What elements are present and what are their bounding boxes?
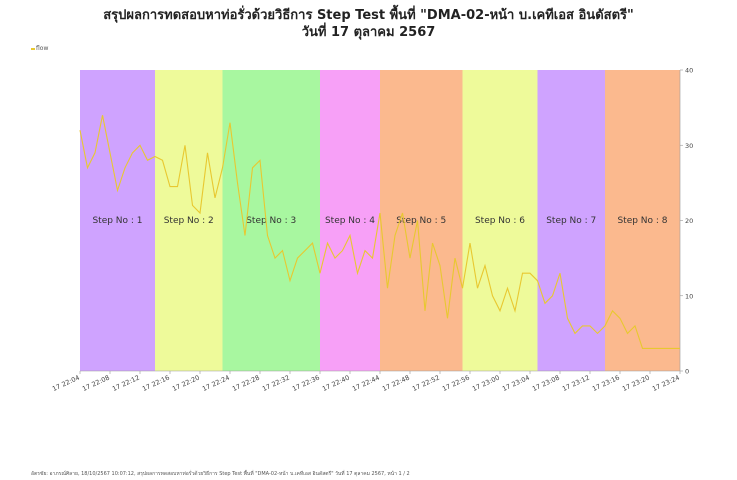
- y-tick-label: 30: [685, 142, 693, 150]
- x-tick-label: 17 22:40: [321, 374, 351, 394]
- footer-text: อัตรชัย: อาภรณ์ศิลาย, 18/10/2567 10:07:1…: [31, 471, 410, 477]
- step-band-1: [80, 70, 155, 371]
- x-tick-label: 17 22:36: [291, 374, 321, 394]
- x-tick-label: 17 22:24: [201, 374, 231, 394]
- step-label-8: Step No : 8: [617, 216, 667, 226]
- x-tick-label: 17 23:00: [471, 374, 501, 394]
- x-tick-label: 17 23:12: [561, 374, 591, 394]
- x-tick-label: 17 23:20: [621, 374, 651, 394]
- y-tick-label: 20: [685, 217, 693, 225]
- x-tick-label: 17 22:16: [141, 374, 171, 394]
- step-band-6: [462, 70, 538, 371]
- step-band-8: [605, 70, 680, 371]
- x-tick-label: 17 22:08: [81, 374, 111, 394]
- y-axis-ticks: 0 10 20 30 40: [680, 67, 693, 376]
- y-tick-label: 10: [685, 292, 693, 300]
- series-flow: [79, 115, 680, 349]
- step-band-3: [222, 70, 320, 371]
- x-tick-label: 17 22:28: [231, 374, 261, 394]
- legend: flow: [31, 45, 48, 52]
- step-label-7: Step No : 7: [546, 216, 596, 226]
- flow-line: [79, 115, 680, 349]
- step-labels: Step No : 1 Step No : 2 Step No : 3 Step No…: [92, 216, 667, 226]
- chart-subtitle: วันที่ 17 ตุลาคม 2567: [301, 25, 436, 40]
- x-axis-ticks: 17 22:04 17 22:08 17 22:12 17 22:16 17 22:20…: [51, 371, 681, 393]
- step-label-1: Step No : 1: [92, 216, 142, 226]
- step-label-5: Step No : 5: [396, 216, 446, 226]
- y-tick-label: 0: [685, 368, 689, 376]
- step-bands: [80, 70, 680, 371]
- step-label-4: Step No : 4: [325, 216, 375, 226]
- step-band-7: [537, 70, 605, 371]
- step-label-6: Step No : 6: [475, 216, 525, 226]
- x-tick-label: 17 23:24: [651, 374, 681, 394]
- x-tick-label: 17 22:04: [51, 374, 81, 394]
- x-tick-label: 17 22:12: [111, 374, 141, 394]
- x-tick-label: 17 22:32: [261, 374, 291, 394]
- legend-label-flow: flow: [36, 45, 49, 52]
- x-tick-label: 17 22:20: [171, 374, 201, 394]
- x-tick-label: 17 22:56: [441, 374, 471, 394]
- step-label-2: Step No : 2: [164, 216, 214, 226]
- legend-swatch: [31, 47, 35, 50]
- x-tick-label: 17 23:16: [591, 374, 621, 394]
- y-tick-label: 40: [685, 67, 693, 75]
- step-band-4: [320, 70, 380, 371]
- x-tick-label: 17 22:52: [411, 374, 441, 394]
- x-tick-label: 17 22:44: [351, 374, 381, 394]
- step-band-5: [380, 70, 463, 371]
- step-label-3: Step No : 3: [246, 216, 296, 226]
- x-tick-label: 17 23:08: [531, 374, 561, 394]
- x-tick-label: 17 22:48: [381, 374, 411, 394]
- step-band-2: [155, 70, 223, 371]
- chart-title: สรุปผลการทดสอบหาท่อรั่วด้วยวิธีการ Step …: [103, 8, 634, 23]
- x-tick-label: 17 23:04: [501, 374, 531, 394]
